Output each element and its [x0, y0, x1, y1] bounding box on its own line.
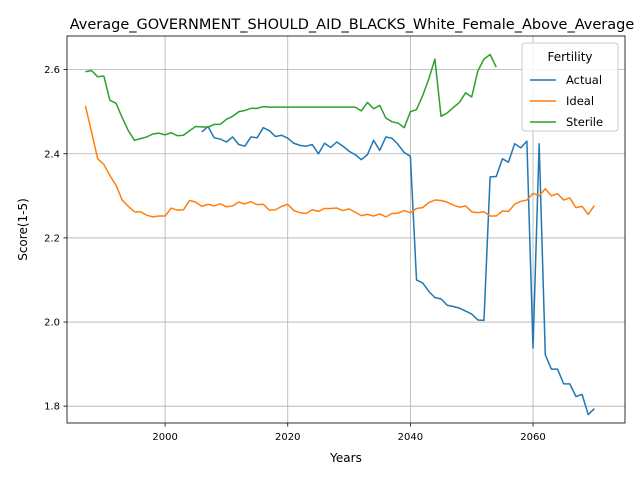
legend-label-actual: Actual — [566, 73, 602, 87]
legend: Fertility Actual Ideal Sterile — [521, 42, 619, 132]
axis-ticks: 2000 2020 2040 2060 1.8 2.0 2.2 2.4 2.6 — [44, 65, 546, 443]
series-line-sterile — [85, 53, 497, 142]
x-tick-label: 2020 — [275, 432, 300, 443]
plot-frame — [66, 35, 626, 424]
y-tick-label: 2.4 — [44, 149, 60, 160]
y-tick-label: 1.8 — [44, 402, 60, 413]
legend-box — [521, 42, 619, 132]
x-tick-label: 2000 — [152, 432, 177, 443]
x-axis-label: Years — [329, 451, 362, 465]
legend-title: Fertility — [547, 50, 592, 64]
legend-label-sterile: Sterile — [566, 115, 603, 129]
x-tick-label: 2040 — [398, 432, 423, 443]
y-tick-label: 2.0 — [44, 318, 60, 329]
y-tick-label: 2.2 — [44, 233, 60, 244]
series-line-actual — [201, 125, 595, 416]
y-axis-label: Score(1-5) — [16, 198, 30, 261]
legend-label-ideal: Ideal — [566, 94, 594, 108]
y-tick-label: 2.6 — [44, 65, 60, 76]
chart-title: Average_GOVERNMENT_SHOULD_AID_BLACKS_Whi… — [70, 17, 635, 33]
x-tick-label: 2060 — [520, 432, 545, 443]
series-line-ideal — [84, 105, 595, 218]
series-lines — [84, 53, 595, 416]
